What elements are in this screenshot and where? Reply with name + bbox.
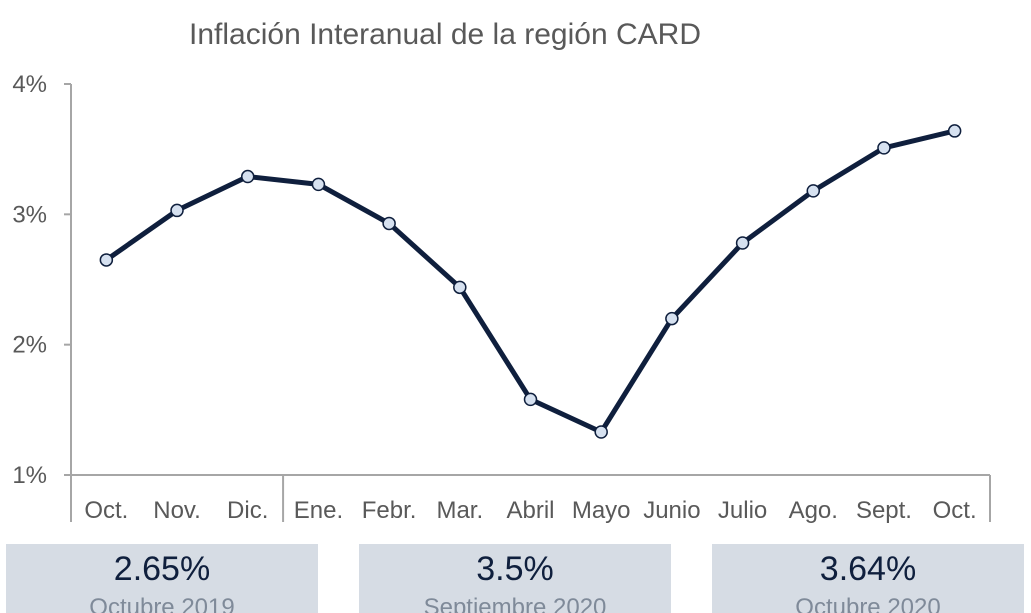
data-point [382, 216, 396, 231]
summary-box-2: 3.64% Octubre 2020 [712, 544, 1024, 613]
data-point [594, 425, 608, 439]
data-point [877, 141, 891, 155]
summary-period: Septiembre 2020 [423, 594, 607, 613]
data-point [240, 169, 255, 184]
summary-box-1: 3.5% Septiembre 2020 [359, 544, 671, 613]
summary-period: Octubre 2019 [89, 594, 235, 613]
x-tick-label: Mar. [436, 497, 483, 524]
data-point [665, 311, 679, 326]
chart-title: Inflación Interanual de la región CARD [189, 18, 701, 51]
summary-value: 2.65% [113, 550, 211, 588]
series-line [103, 128, 958, 435]
x-tick-label: Mayo [572, 497, 631, 524]
data-point [99, 253, 114, 267]
y-tick-label: 4% [12, 71, 47, 98]
summary-value: 3.5% [476, 550, 554, 588]
x-tick-label: Dic. [227, 497, 268, 524]
x-tick-label: Abril [506, 497, 554, 524]
summary-value: 3.64% [819, 550, 917, 588]
x-tick-label: Junio [643, 497, 700, 524]
summary-box-0: 2.65% Octubre 2019 [6, 544, 318, 613]
data-point [170, 203, 184, 218]
x-tick-label: Ene. [294, 497, 343, 524]
x-tick-label: Oct. [933, 497, 977, 524]
x-tick-label: Oct. [84, 497, 128, 524]
data-point [311, 177, 326, 192]
y-tick-label: 3% [12, 201, 47, 228]
x-tick-label: Ago. [789, 497, 838, 524]
line-chart: 1% 2% 3% 4% Oct. Nov. Dic. Ene. Febr. Mar. Abril Ma… [12, 71, 991, 524]
summary-period: Octubre 2020 [795, 594, 941, 613]
x-tick-label: Julio [718, 497, 767, 524]
data-point [806, 184, 821, 198]
y-tick-label: 2% [12, 332, 47, 359]
x-tick-label: Sept. [856, 497, 912, 524]
data-point [947, 124, 962, 138]
data-point [523, 392, 538, 407]
x-tick-label: Febr. [362, 497, 417, 524]
data-point [735, 236, 750, 250]
x-tick-label: Nov. [153, 497, 201, 524]
data-point [453, 280, 467, 295]
y-tick-label: 1% [12, 462, 47, 489]
